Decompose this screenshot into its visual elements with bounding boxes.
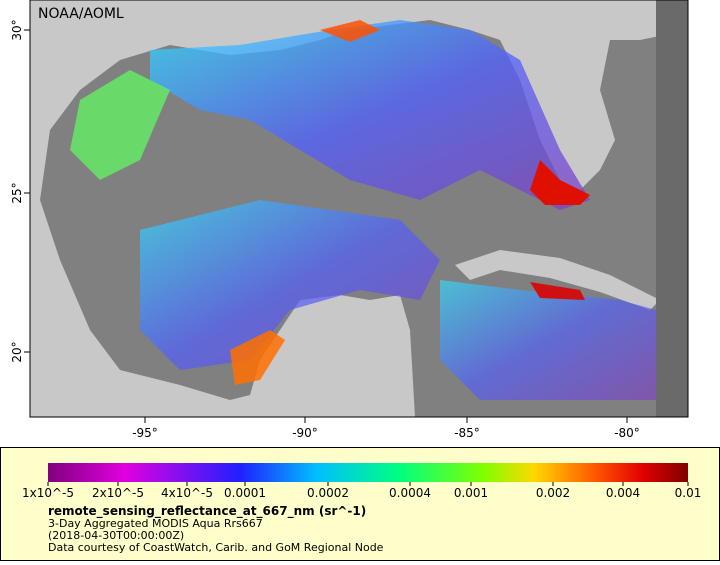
no-data-strip bbox=[656, 0, 688, 417]
lat-axis: 20° 25° 30° bbox=[10, 19, 30, 363]
legend-line: Data courtesy of CoastWatch, Carib. and … bbox=[48, 541, 384, 554]
lon-label: -80° bbox=[614, 426, 640, 440]
lat-label: 20° bbox=[10, 341, 24, 362]
lon-axis: -95° -90° -85° -80° bbox=[132, 417, 640, 440]
land-mainland bbox=[30, 0, 688, 417]
map-frame: NOAA/AOML bbox=[29, 0, 689, 418]
lat-label: 30° bbox=[10, 19, 24, 40]
colorbar-label: 0.001 bbox=[454, 486, 488, 500]
map-credit: NOAA/AOML bbox=[38, 6, 124, 22]
data-patch bbox=[530, 160, 590, 205]
legend-line: 3-Day Aggregated MODIS Aqua Rrs667 bbox=[48, 517, 263, 530]
colorbar-label: 0.004 bbox=[606, 486, 640, 500]
colorbar-label: 4x10^-5 bbox=[161, 486, 213, 500]
map-border bbox=[29, 0, 689, 418]
colorbar bbox=[48, 463, 688, 482]
land-cuba bbox=[455, 250, 660, 310]
credit-box bbox=[32, 2, 118, 24]
data-patch bbox=[140, 200, 440, 370]
colorbar-ticks: 1x10^-5 2x10^-5 4x10^-5 0.0001 0.0002 0.0004 0… bbox=[22, 482, 701, 500]
legend: 1x10^-5 2x10^-5 4x10^-5 0.0001 0.0002 0.0004 0… bbox=[0, 447, 720, 561]
colorbar-label: 0.002 bbox=[536, 486, 570, 500]
legend-title: remote_sensing_reflectance_at_667_nm (sr… bbox=[48, 504, 366, 519]
data-patch bbox=[440, 280, 656, 400]
lat-label: 25° bbox=[10, 182, 24, 203]
colorbar-label: 0.0004 bbox=[389, 486, 431, 500]
colorbar-label: 0.0001 bbox=[224, 486, 266, 500]
lon-label: -90° bbox=[292, 426, 318, 440]
lon-label: -95° bbox=[132, 426, 158, 440]
colorbar-label: 0.0002 bbox=[307, 486, 349, 500]
colorbar-label: 1x10^-5 bbox=[22, 486, 74, 500]
data-patch bbox=[320, 20, 380, 42]
data-patch bbox=[530, 282, 585, 300]
lon-label: -85° bbox=[454, 426, 480, 440]
data-patch bbox=[150, 20, 590, 210]
legend-line: (2018-04-30T00:00:00Z) bbox=[48, 529, 184, 542]
colorbar-label: 2x10^-5 bbox=[92, 486, 144, 500]
data-patch bbox=[230, 330, 285, 385]
data-patch bbox=[70, 70, 170, 180]
colorbar-label: 0.01 bbox=[675, 486, 702, 500]
